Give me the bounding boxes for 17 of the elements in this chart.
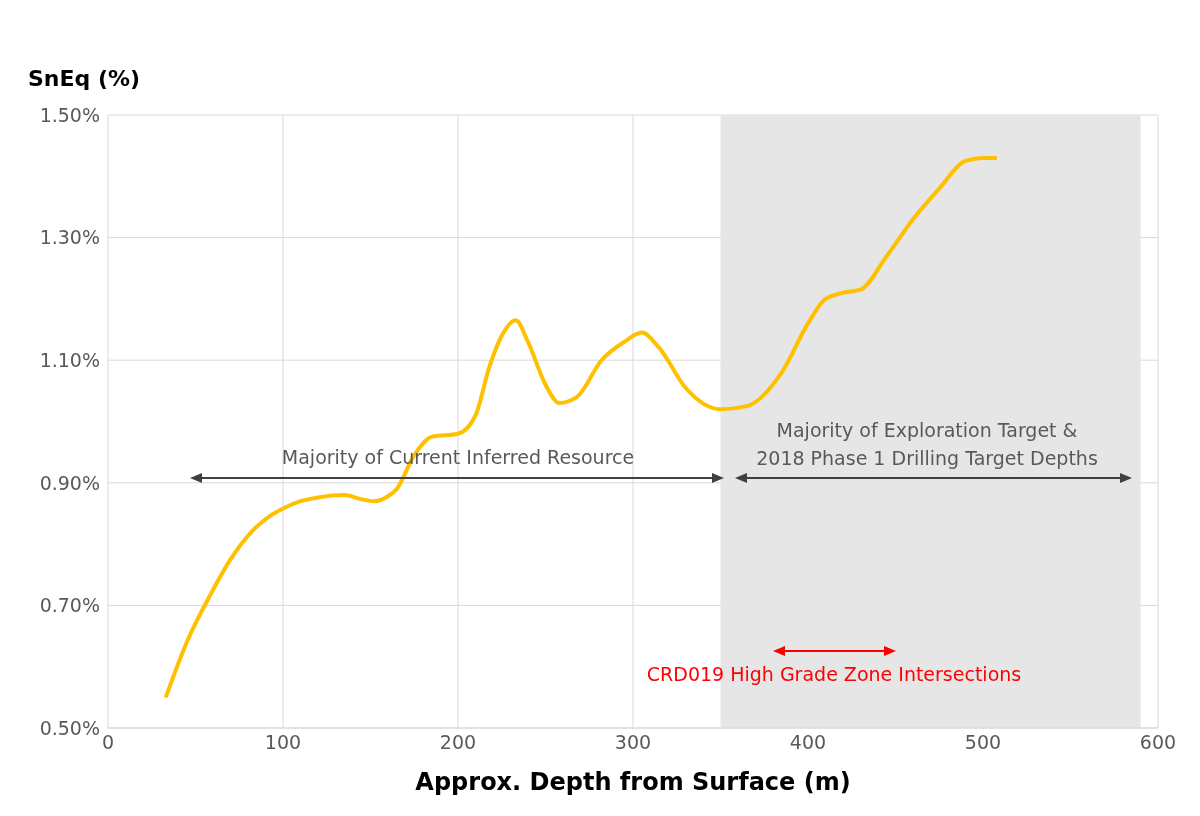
x-tick-label: 600 (1139, 731, 1177, 754)
annotation: CRD019 High Grade Zone Intersections (646, 663, 1022, 685)
x-tick-label: 200 (439, 731, 477, 754)
annotation: Majority of Exploration Target & 2018 Phase 1 Drilling Target Depths (756, 419, 1098, 469)
y-tick-label: 1.30% (39, 226, 100, 249)
x-tick-label: 100 (264, 731, 302, 754)
y-axis-title: SnEq (%) (28, 66, 141, 91)
x-tick-label: 400 (789, 731, 827, 754)
y-tick-label: 0.70% (39, 594, 100, 617)
y-tick-label: 1.10% (39, 348, 100, 371)
x-tick-label: 300 (614, 731, 652, 754)
x-axis-title: Approx. Depth from Surface (m) (415, 768, 851, 796)
y-tick-label: 0.90% (39, 471, 100, 494)
y-tick-label: 1.50% (39, 103, 100, 126)
x-tick-label: 0 (101, 731, 115, 754)
x-tick-label: 500 (964, 731, 1002, 754)
y-tick-label: 0.50% (39, 716, 100, 739)
